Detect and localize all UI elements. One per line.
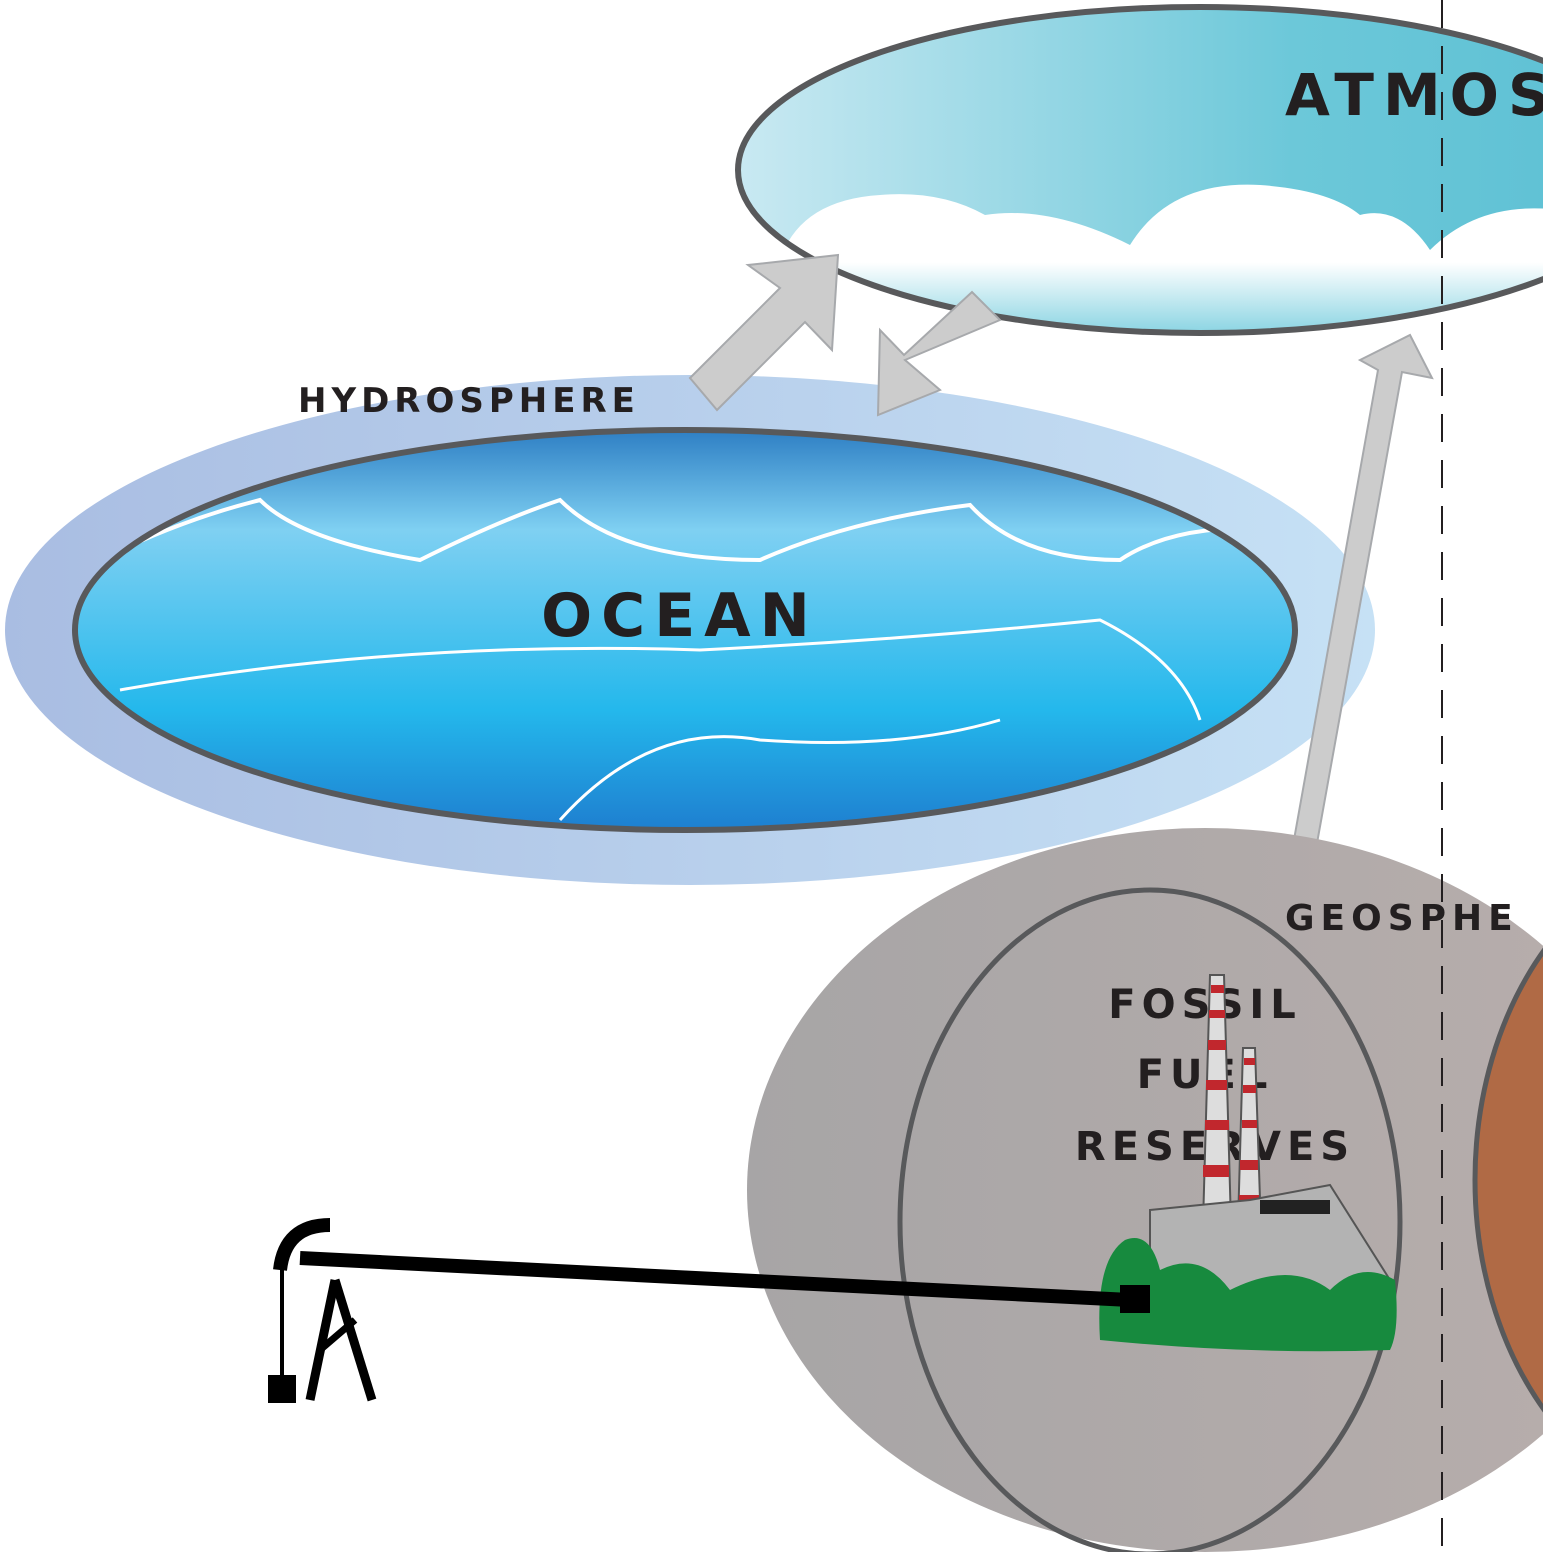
arrow-geosphere-to-atmosphere (1283, 333, 1434, 895)
atmosphere-outline (735, 4, 1543, 336)
ocean-label: OCEAN (541, 581, 819, 651)
power-plant (1099, 974, 1397, 1352)
ocean-outline (72, 427, 1298, 833)
fossil-fuel-circle (897, 887, 1403, 1552)
label-line: FOSSIL (1108, 982, 1302, 1028)
pump-jack (268, 1218, 1150, 1403)
ocean-shape (75, 430, 1295, 830)
geosphere-label: GEOSPHE (1285, 898, 1519, 939)
waves (99, 497, 1291, 822)
rock-circle (1472, 947, 1543, 1413)
hydrosphere-label: HYDROSPHERE (298, 381, 640, 421)
arrow-ocean-to-atmosphere (688, 253, 840, 412)
arrow-atmosphere-to-ocean (876, 290, 1002, 417)
atmosphere-label: ATMOS (1285, 61, 1543, 129)
